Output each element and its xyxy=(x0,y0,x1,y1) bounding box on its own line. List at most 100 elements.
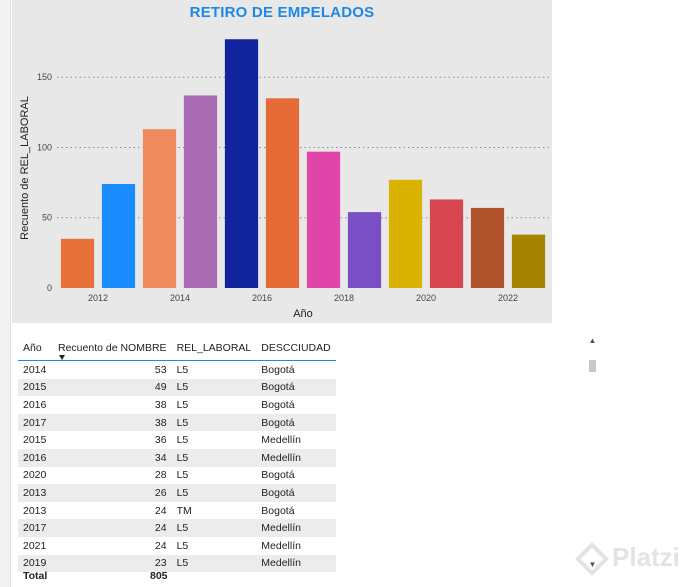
cell-rel-laboral: TM xyxy=(176,504,192,517)
cell-year: 2019 xyxy=(18,554,53,573)
platzi-watermark: Platzi xyxy=(575,542,680,577)
bar-2022[interactable] xyxy=(511,234,546,288)
left-strip xyxy=(0,0,11,587)
y-tick-label: 150 xyxy=(37,72,52,82)
cell-year: 2020 xyxy=(23,469,47,482)
cell-year: 2015 xyxy=(23,434,47,447)
total-value: 805 xyxy=(150,570,168,582)
table-row[interactable]: 2016 38 L5 Bogotá xyxy=(18,396,336,414)
scroll-down-icon[interactable]: ▼ xyxy=(588,560,597,569)
cell-count: 26 xyxy=(53,484,172,502)
bar-chart-panel[interactable]: RETIRO DE EMPELADOS 0 50 100 150 2012 2014 201… xyxy=(12,0,552,323)
y-axis-label: Recuento de REL_LABORAL xyxy=(19,96,31,240)
table-row[interactable]: 2015 36 L5 Medellín xyxy=(18,431,336,449)
table-row[interactable]: 2015 49 L5 Bogotá xyxy=(18,378,336,397)
cell-year: 2013 xyxy=(23,504,47,517)
cell-ciudad: Medellín xyxy=(256,554,336,573)
header-ciudad[interactable]: DESCCIUDAD xyxy=(261,342,331,354)
cell-count: 23 xyxy=(53,554,172,573)
table-scrollbar[interactable]: ▲ ▼ xyxy=(588,336,597,577)
bar-2018[interactable] xyxy=(347,212,382,288)
cell-year: 2013 xyxy=(18,484,53,502)
y-tick-label: 50 xyxy=(42,213,52,223)
cell-year: 2015 xyxy=(18,378,53,397)
scroll-up-icon[interactable]: ▲ xyxy=(588,336,597,345)
header-year[interactable]: Año xyxy=(23,342,42,354)
header-count[interactable]: Recuento de NOMBRE xyxy=(53,336,172,361)
cell-ciudad: Bogotá xyxy=(256,413,336,432)
chart-title: RETIRO DE EMPELADOS xyxy=(189,4,375,21)
cell-count: 28 xyxy=(154,469,167,482)
x-tick-label: 2018 xyxy=(334,293,354,303)
cell-year: 2017 xyxy=(18,413,53,432)
table-row[interactable]: 2019 23 L5 Medellín xyxy=(18,554,336,573)
cell-ciudad: Bogotá xyxy=(261,469,295,482)
table-row[interactable]: 2017 38 L5 Bogotá xyxy=(18,413,336,432)
table-row[interactable]: 2020 28 L5 Bogotá xyxy=(18,467,336,485)
bar-2020[interactable] xyxy=(429,199,464,288)
cell-count: 36 xyxy=(154,434,167,447)
cell-count: 53 xyxy=(154,363,167,376)
table-header-row: Año Recuento de NOMBRE REL_LABORAL DESCC… xyxy=(18,336,336,361)
table-row[interactable]: 2016 34 L5 Medellín xyxy=(18,448,336,467)
cell-count: 24 xyxy=(53,519,172,537)
cell-rel-laboral: L5 xyxy=(171,378,257,397)
cell-rel-laboral: L5 xyxy=(171,554,257,573)
table-row[interactable]: 2017 24 L5 Medellín xyxy=(18,519,336,537)
cell-rel-laboral: L5 xyxy=(176,363,189,376)
cell-rel-laboral: L5 xyxy=(176,469,189,482)
bar-2019[interactable] xyxy=(388,179,423,288)
bar-2016[interactable] xyxy=(265,98,300,289)
cell-ciudad: Bogotá xyxy=(256,484,336,502)
header-count-label: Recuento de NOMBRE xyxy=(58,342,167,354)
cell-rel-laboral: L5 xyxy=(176,539,189,552)
y-tick-label: 0 xyxy=(47,283,52,293)
cell-ciudad: Medellín xyxy=(261,539,301,552)
watermark-text: Platzi xyxy=(612,542,680,572)
cell-year: 2014 xyxy=(23,363,47,376)
total-label: Total xyxy=(23,570,48,582)
cell-count: 38 xyxy=(53,413,172,432)
x-axis-label: Año xyxy=(293,308,313,320)
bar-chart: 0 50 100 150 2012 2014 2016 2018 2020 2022 Año Recu… xyxy=(19,39,549,320)
cell-rel-laboral: L5 xyxy=(171,413,257,432)
cell-year: 2016 xyxy=(18,448,53,467)
cell-rel-laboral: L5 xyxy=(171,448,257,467)
cell-ciudad: Medellín xyxy=(256,519,336,537)
sort-desc-icon xyxy=(59,355,65,360)
cell-count: 34 xyxy=(53,448,172,467)
data-table[interactable]: Año Recuento de NOMBRE REL_LABORAL DESCC… xyxy=(18,336,608,587)
bar-2012[interactable] xyxy=(101,184,136,288)
x-tick-label: 2022 xyxy=(498,293,518,303)
bar-2014[interactable] xyxy=(183,95,218,288)
cell-ciudad: Medellín xyxy=(256,448,336,467)
x-tick-label: 2014 xyxy=(170,293,190,303)
cell-year: 2021 xyxy=(23,539,47,552)
header-rel-laboral[interactable]: REL_LABORAL xyxy=(176,342,252,354)
cell-ciudad: Bogotá xyxy=(261,363,295,376)
bar-2017[interactable] xyxy=(306,151,341,288)
bar-2021[interactable] xyxy=(470,207,505,288)
cell-ciudad: Bogotá xyxy=(256,378,336,397)
x-tick-label: 2020 xyxy=(416,293,436,303)
table-row[interactable]: 2021 24 L5 Medellín xyxy=(18,537,336,555)
cell-rel-laboral: L5 xyxy=(176,398,189,411)
platzi-logo-icon xyxy=(575,542,609,577)
x-tick-label: 2012 xyxy=(88,293,108,303)
cell-count: 24 xyxy=(154,539,167,552)
bar-2013[interactable] xyxy=(142,129,177,288)
table-row[interactable]: 2014 53 L5 Bogotá xyxy=(18,361,336,379)
cell-count: 49 xyxy=(53,378,172,397)
bar-2015[interactable] xyxy=(224,39,259,289)
table-row[interactable]: 2013 24 TM Bogotá xyxy=(18,502,336,520)
cell-rel-laboral: L5 xyxy=(171,519,257,537)
table-row[interactable]: 2013 26 L5 Bogotá xyxy=(18,484,336,502)
cell-rel-laboral: L5 xyxy=(176,434,189,447)
cell-year: 2017 xyxy=(18,519,53,537)
bar-2011[interactable] xyxy=(60,238,95,288)
cell-count: 38 xyxy=(154,398,167,411)
scroll-thumb[interactable] xyxy=(589,360,596,372)
x-tick-label: 2016 xyxy=(252,293,272,303)
cell-rel-laboral: L5 xyxy=(171,484,257,502)
cell-count: 24 xyxy=(154,504,167,517)
